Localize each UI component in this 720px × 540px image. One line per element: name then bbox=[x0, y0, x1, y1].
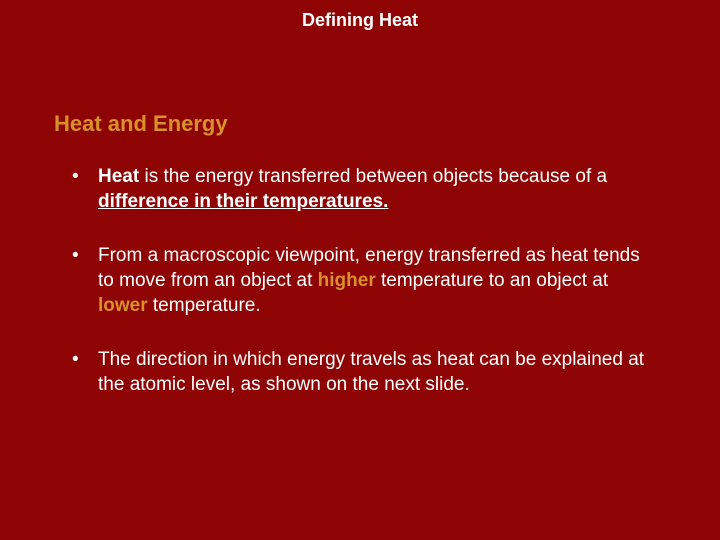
bullet-text: The direction in which energy travels as… bbox=[98, 349, 644, 395]
bold-term: Heat bbox=[98, 166, 139, 187]
bullet-text: is the energy transferred between object… bbox=[139, 166, 607, 187]
bullet-list: Heat is the energy transferred between o… bbox=[72, 165, 660, 398]
underline-phrase: difference in their temperatures. bbox=[98, 191, 388, 212]
accent-word: higher bbox=[318, 270, 376, 291]
section-heading: Heat and Energy bbox=[54, 111, 720, 137]
accent-word: lower bbox=[98, 295, 148, 316]
bullet-text: temperature. bbox=[148, 295, 261, 316]
slide-title: Defining Heat bbox=[0, 0, 720, 31]
bullet-item: From a macroscopic viewpoint, energy tra… bbox=[72, 244, 660, 318]
bullet-item: The direction in which energy travels as… bbox=[72, 348, 660, 397]
bullet-item: Heat is the energy transferred between o… bbox=[72, 165, 660, 214]
bullet-text: temperature to an object at bbox=[376, 270, 608, 291]
